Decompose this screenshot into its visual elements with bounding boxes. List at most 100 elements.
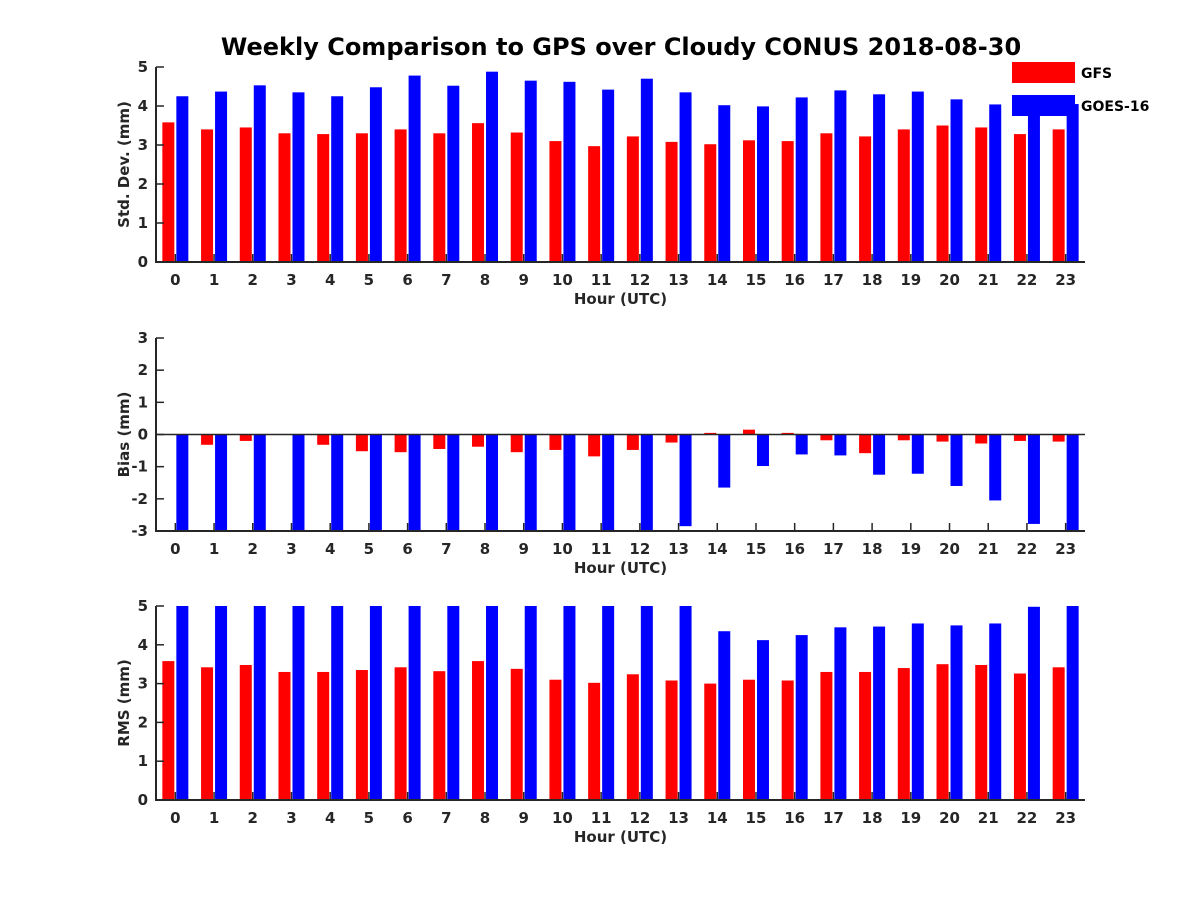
bar-gfs-hour-18 bbox=[859, 434, 872, 454]
bar-goes-16-hour-14 bbox=[718, 434, 731, 488]
bar-gfs-hour-12 bbox=[626, 136, 639, 262]
bar-gfs-hour-12 bbox=[626, 674, 639, 800]
x-tick-label: 14 bbox=[707, 540, 728, 558]
x-tick-label: 17 bbox=[823, 540, 844, 558]
bar-gfs-hour-10 bbox=[549, 679, 562, 800]
x-tick-label: 3 bbox=[286, 540, 296, 558]
bar-gfs-hour-21 bbox=[975, 664, 988, 800]
bar-goes-16-hour-13 bbox=[679, 606, 692, 800]
bar-gfs-hour-5 bbox=[355, 434, 368, 452]
bar-gfs-hour-22 bbox=[1013, 673, 1026, 800]
x-tick-label: 3 bbox=[286, 809, 296, 827]
y-tick-label: 1 bbox=[138, 393, 148, 411]
bar-goes-16-hour-11 bbox=[602, 606, 615, 800]
x-tick-label: 22 bbox=[1017, 271, 1038, 289]
bar-goes-16-hour-15 bbox=[756, 640, 769, 800]
legend-label: GFS bbox=[1081, 66, 1112, 82]
bar-gfs-hour-13 bbox=[665, 141, 678, 262]
bar-gfs-hour-6 bbox=[394, 434, 407, 453]
x-tick-label: 20 bbox=[939, 540, 960, 558]
x-tick-label: 0 bbox=[170, 540, 180, 558]
bar-goes-16-hour-13 bbox=[679, 434, 692, 527]
bar-gfs-hour-7 bbox=[433, 671, 446, 800]
x-tick-label: 9 bbox=[519, 271, 529, 289]
x-tick-label: 0 bbox=[170, 271, 180, 289]
bar-goes-16-hour-10 bbox=[563, 434, 576, 531]
bar-goes-16-hour-3 bbox=[292, 434, 305, 531]
bar-gfs-hour-18 bbox=[859, 671, 872, 800]
x-tick-label: 23 bbox=[1055, 271, 1076, 289]
bar-gfs-hour-4 bbox=[317, 434, 330, 445]
x-tick-label: 11 bbox=[591, 809, 612, 827]
bar-gfs-hour-20 bbox=[936, 125, 949, 262]
bar-gfs-hour-9 bbox=[510, 668, 523, 800]
x-tick-label: 19 bbox=[900, 540, 921, 558]
bar-gfs-hour-3 bbox=[278, 671, 291, 800]
x-tick-label: 19 bbox=[900, 809, 921, 827]
bar-goes-16-hour-18 bbox=[873, 94, 886, 262]
x-tick-label: 7 bbox=[441, 540, 451, 558]
x-tick-label: 10 bbox=[552, 809, 573, 827]
bar-gfs-hour-11 bbox=[588, 146, 601, 262]
bar-goes-16-hour-4 bbox=[331, 434, 344, 531]
bar-goes-16-hour-8 bbox=[486, 434, 499, 531]
x-tick-label: 23 bbox=[1055, 809, 1076, 827]
x-tick-label: 18 bbox=[862, 809, 883, 827]
y-tick-label: 2 bbox=[138, 361, 148, 379]
bar-gfs-hour-12 bbox=[626, 434, 639, 450]
bar-gfs-hour-2 bbox=[239, 127, 252, 262]
bar-goes-16-hour-16 bbox=[795, 635, 808, 800]
bar-goes-16-hour-17 bbox=[834, 90, 847, 263]
x-tick-label: 13 bbox=[668, 809, 689, 827]
bar-gfs-hour-23 bbox=[1052, 129, 1065, 262]
y-tick-label: 4 bbox=[138, 97, 148, 115]
bar-gfs-hour-2 bbox=[239, 664, 252, 800]
bar-goes-16-hour-16 bbox=[795, 434, 808, 455]
bar-gfs-hour-9 bbox=[510, 132, 523, 262]
bar-gfs-hour-16 bbox=[781, 680, 794, 800]
x-tick-label: 2 bbox=[248, 809, 258, 827]
bar-goes-16-hour-23 bbox=[1066, 434, 1079, 531]
bar-gfs-hour-13 bbox=[665, 434, 678, 443]
bar-gfs-hour-5 bbox=[355, 670, 368, 800]
series-goes-16 bbox=[176, 606, 1079, 800]
bar-gfs-hour-4 bbox=[317, 134, 330, 262]
bar-goes-16-hour-4 bbox=[331, 606, 344, 800]
bar-goes-16-hour-17 bbox=[834, 627, 847, 800]
bar-goes-16-hour-2 bbox=[253, 434, 266, 531]
y-tick-label: 0 bbox=[138, 253, 148, 271]
bar-gfs-hour-14 bbox=[704, 432, 717, 435]
x-tick-label: 6 bbox=[402, 540, 412, 558]
bar-gfs-hour-8 bbox=[472, 661, 485, 800]
x-tick-label: 4 bbox=[325, 540, 335, 558]
bar-goes-16-hour-21 bbox=[989, 104, 1002, 262]
x-tick-label: 6 bbox=[402, 271, 412, 289]
x-tick-label: 20 bbox=[939, 271, 960, 289]
bar-gfs-hour-1 bbox=[201, 667, 214, 800]
x-tick-label: 16 bbox=[784, 809, 805, 827]
x-tick-label: 5 bbox=[364, 271, 374, 289]
x-tick-label: 21 bbox=[978, 809, 999, 827]
bar-goes-16-hour-10 bbox=[563, 606, 576, 800]
bar-gfs-hour-2 bbox=[239, 434, 252, 441]
bar-goes-16-hour-20 bbox=[950, 434, 963, 486]
x-tick-label: 9 bbox=[519, 540, 529, 558]
bar-goes-16-hour-5 bbox=[369, 87, 382, 262]
bar-gfs-hour-14 bbox=[704, 683, 717, 800]
y-axis-label: Bias (mm) bbox=[115, 392, 133, 478]
x-tick-label: 14 bbox=[707, 809, 728, 827]
bar-gfs-hour-14 bbox=[704, 144, 717, 262]
y-tick-label: -3 bbox=[131, 522, 148, 540]
series-gfs bbox=[201, 429, 1065, 457]
bar-goes-16-hour-7 bbox=[447, 434, 460, 531]
bar-goes-16-hour-6 bbox=[408, 434, 421, 531]
bar-gfs-hour-0 bbox=[162, 661, 175, 800]
bar-gfs-hour-6 bbox=[394, 129, 407, 262]
bar-goes-16-hour-0 bbox=[176, 96, 189, 262]
bar-goes-16-hour-12 bbox=[640, 78, 653, 262]
bar-goes-16-hour-21 bbox=[989, 623, 1002, 800]
bar-gfs-hour-17 bbox=[820, 434, 833, 441]
x-tick-label: 3 bbox=[286, 271, 296, 289]
bar-goes-16-hour-19 bbox=[911, 623, 924, 800]
